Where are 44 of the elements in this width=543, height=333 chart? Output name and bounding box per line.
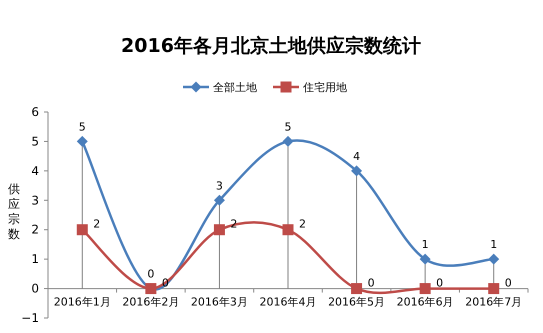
data-label: 1: [490, 238, 498, 252]
point: [351, 165, 362, 176]
x-tick-label: 2016年3月: [190, 296, 248, 309]
y-tick-label: 1: [31, 252, 39, 266]
point: [76, 224, 88, 236]
point: [214, 194, 225, 206]
y-tick-label: 3: [31, 193, 39, 208]
chart-title: 2016年各月北京土地供应宗数统计: [121, 35, 421, 57]
point: [76, 136, 88, 147]
x-tick-label: 2016年7月: [465, 296, 522, 309]
x-tick-label: 2016年6月: [396, 296, 454, 309]
data-label: 3: [216, 179, 223, 192]
data-label: 0: [436, 276, 444, 290]
y-tick-label: 2: [31, 222, 39, 237]
data-label: 1: [422, 238, 429, 252]
point: [488, 283, 500, 294]
data-label: 2: [299, 218, 306, 231]
legend-label: 住宅用地: [303, 81, 347, 94]
data-label: 5: [284, 120, 292, 134]
data-label: 4: [353, 150, 360, 163]
data-label: 0: [147, 268, 154, 281]
ylabel: 供应宗数: [8, 182, 20, 242]
y-tick-label: 5: [31, 134, 39, 148]
point: [282, 224, 294, 236]
point: [282, 136, 294, 147]
y-tick-label: 6: [31, 105, 39, 119]
point: [214, 224, 225, 236]
data-label: 5: [78, 120, 86, 134]
x-tick-label: 2016年2月: [122, 296, 180, 309]
point: [420, 283, 431, 294]
point: [420, 254, 431, 265]
point: [351, 283, 362, 294]
legend-label: 全部土地: [213, 81, 257, 94]
point: [488, 254, 500, 265]
y-tick-label: 0: [31, 282, 39, 296]
data-label: 2: [230, 218, 238, 231]
data-label: 2: [93, 218, 100, 231]
y-tick-label: 4: [31, 164, 39, 178]
data-label: 0: [504, 276, 512, 290]
data-label: 0: [368, 276, 375, 290]
x-tick-label: 2016年1月: [54, 296, 111, 309]
y-tick-label: −1: [21, 311, 39, 325]
x-tick-label: 2016年5月: [328, 296, 386, 309]
x-tick-label: 2016年4月: [260, 296, 316, 309]
